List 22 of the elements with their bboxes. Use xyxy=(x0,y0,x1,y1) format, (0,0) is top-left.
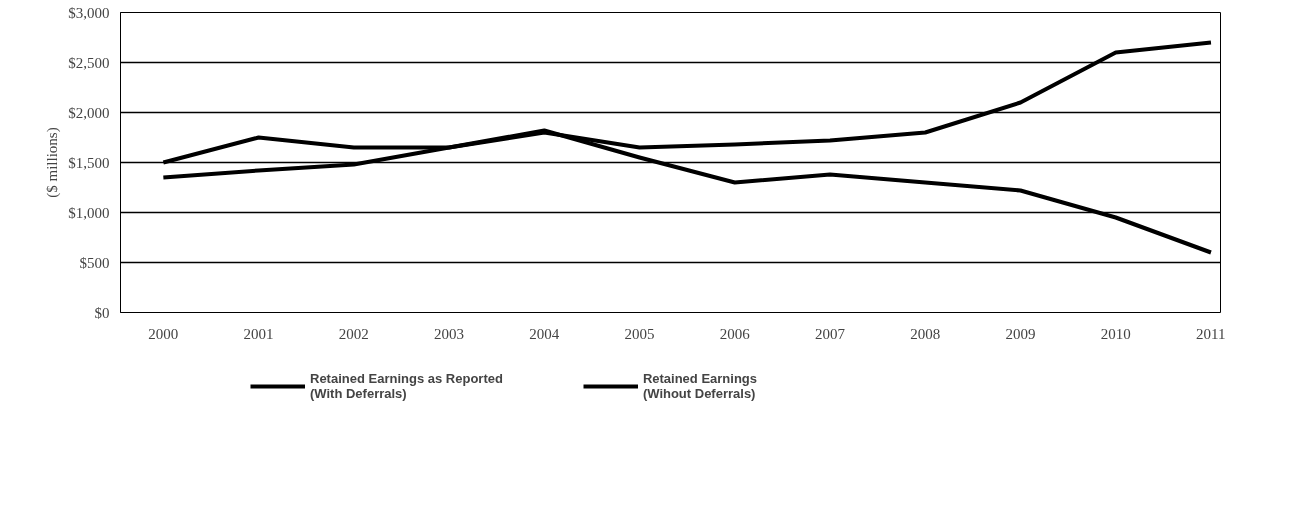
y-axis-title: ($ millions) xyxy=(44,127,62,198)
y-tick-label: $1,000 xyxy=(68,204,110,221)
x-tick-label: 2001 xyxy=(243,325,274,342)
x-tick-label: 2005 xyxy=(624,325,655,342)
x-tick-label: 2007 xyxy=(815,325,846,342)
x-tick-label: 2000 xyxy=(148,325,179,342)
y-tick-label: $2,000 xyxy=(68,104,110,121)
legend-label: Retained Earnings (Wihout Deferrals) xyxy=(642,371,758,401)
y-tick-label: $1,500 xyxy=(68,154,110,171)
x-tick-label: 2011 xyxy=(1196,325,1226,342)
x-tick-label: 2004 xyxy=(529,325,560,342)
x-tick-label: 2010 xyxy=(1100,325,1131,342)
x-tick-label: 2003 xyxy=(434,325,465,342)
x-tick-label: 2008 xyxy=(910,325,941,342)
x-tick-label: 2009 xyxy=(1005,325,1036,342)
y-tick-label: $500 xyxy=(79,254,110,271)
x-tick-label: 2002 xyxy=(338,325,369,342)
x-tick-label: 2006 xyxy=(719,325,751,342)
y-tick-label: $3,000 xyxy=(68,4,110,21)
y-tick-label: $0 xyxy=(94,304,110,321)
y-tick-label: $2,500 xyxy=(68,54,110,71)
legend-label: Retained Earnings as Reported (With Deferrals) xyxy=(310,371,503,401)
